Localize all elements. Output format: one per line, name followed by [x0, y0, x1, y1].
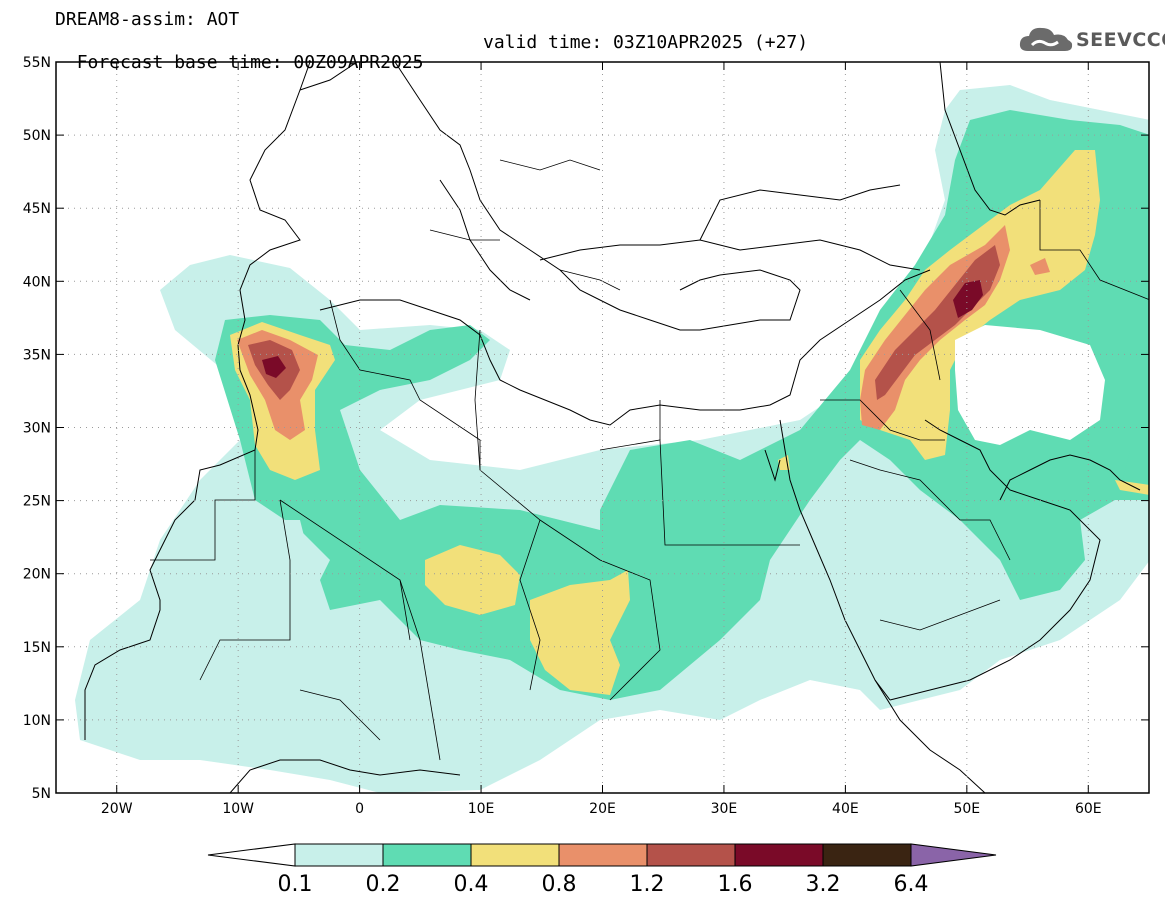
seevccc-logo: SEEVCCC	[1018, 24, 1165, 56]
lon-tick-label: 10E	[468, 801, 495, 817]
logo-text: SEEVCCC	[1076, 29, 1165, 51]
lon-tick-label: 10W	[222, 801, 254, 817]
lon-tick-label: 0	[355, 801, 364, 817]
colorbar-under-triangle	[207, 843, 296, 867]
lat-tick-label: 30N	[23, 421, 51, 437]
colorbar-level-label: 0.1	[277, 872, 313, 897]
aot-holes	[240, 325, 1105, 620]
borders	[150, 159, 1149, 761]
lon-tick-label: 30E	[711, 801, 738, 817]
colorbar-over-triangle	[910, 843, 997, 867]
title-line-1: DREAM8-assim: AOT	[55, 9, 240, 30]
lon-tick-label: 40E	[832, 801, 859, 817]
lat-tick-label: 40N	[23, 274, 51, 290]
lon-tick-label: 20E	[589, 801, 616, 817]
colorbar-swatch	[646, 843, 736, 867]
colorbar-level-label: 0.8	[541, 872, 577, 897]
lat-tick-label: 50N	[23, 128, 51, 144]
lon-tick-label: 60E	[1075, 801, 1102, 817]
colorbar-swatch	[470, 843, 560, 867]
lat-tick-label: 35N	[23, 347, 51, 363]
aot-fields	[75, 85, 1149, 793]
lat-tick-label: 20N	[23, 567, 51, 583]
colorbar-level-label: 3.2	[805, 872, 841, 897]
lat-tick-label: 5N	[32, 786, 51, 802]
colorbar-level-label: 0.4	[453, 872, 489, 897]
lon-tick-label: 50E	[953, 801, 980, 817]
lon-tick-label: 20W	[101, 801, 133, 817]
colorbar-level-label: 6.4	[893, 872, 929, 897]
axis-ticks	[56, 61, 1149, 794]
colorbar-level-label: 1.2	[629, 872, 665, 897]
lat-tick-label: 25N	[23, 494, 51, 510]
coastlines	[84, 62, 1141, 793]
colorbar-swatch	[822, 843, 912, 867]
gridlines	[56, 62, 1149, 793]
colorbar-level-label: 1.6	[717, 872, 753, 897]
aot-level-1.6	[262, 280, 983, 378]
colorbar-swatch	[294, 843, 384, 867]
colorbar	[207, 843, 997, 867]
lat-tick-label: 15N	[23, 640, 51, 656]
colorbar-swatch	[558, 843, 648, 867]
colorbar-level-label: 0.2	[365, 872, 401, 897]
latitude-labels: 55N 50N 45N 40N 35N 30N 25N 20N 15N 10N 5N	[23, 55, 51, 802]
lat-tick-label: 55N	[23, 55, 51, 71]
colorbar-swatch	[734, 843, 824, 867]
valid-time: valid time: 03Z10APR2025 (+27)	[483, 32, 809, 53]
aot-level-0.1	[75, 85, 1149, 793]
cloud-icon	[1019, 27, 1073, 51]
colorbar-swatch	[382, 843, 472, 867]
longitude-labels: 20W 10W 0 10E 20E 30E 40E 50E 60E	[101, 801, 1102, 817]
lat-tick-label: 45N	[23, 201, 51, 217]
lat-tick-label: 10N	[23, 713, 51, 729]
